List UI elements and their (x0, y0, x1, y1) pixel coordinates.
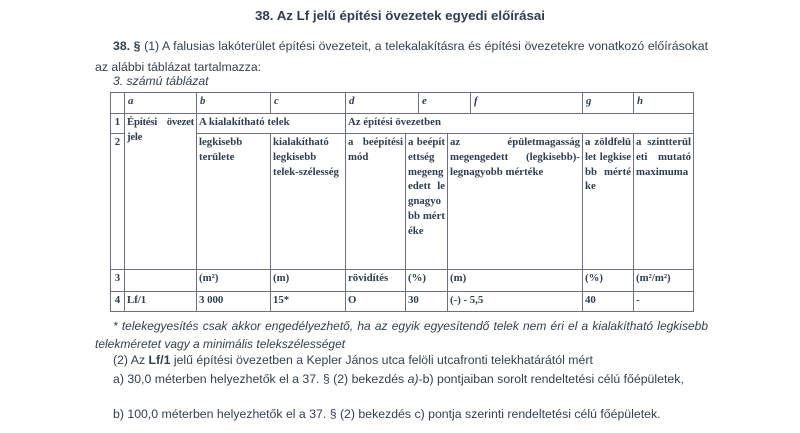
table-cell-green-area-header: a zöldfelület legkisebb mértéke (582, 133, 634, 270)
paragraph-2-suffix: jelű építési övezetben a Kepler János ut… (170, 353, 593, 367)
table-row-4-values: 4 Lf/1 3 000 15* O 30 (-) - 5,5 40 - (110, 291, 694, 312)
paragraph-2-prefix: (2) Az (113, 353, 149, 367)
table-row-2: 2 legkisebb területe kialakítható legkis… (110, 133, 694, 270)
paragraph-point-a: a) 30,0 méterben helyezhetők el a 37. § … (95, 370, 708, 389)
table-cell-letter-g: g (582, 92, 634, 114)
page-title: 38. Az Lf jelű építési övezetek egyedi e… (255, 8, 545, 23)
table-cell-letter-b: b (196, 92, 271, 114)
table-cell-min-area-value: 3 000 (196, 291, 271, 312)
table-cell-floor-area-ratio-header: a szintterületi mutató maximuma (633, 133, 694, 270)
table-cell-building-mode-value: O (345, 291, 406, 312)
table-cell-letter-e: e (418, 92, 471, 114)
table-cell-unit-m2-per-m2: (m²/m²) (633, 269, 694, 292)
table-caption: 3. számú táblázat (113, 74, 209, 88)
table-cell (110, 92, 125, 114)
point-a-italic-ref: a) (407, 372, 419, 386)
table-cell-zone-group-header: Az építési övezetben (345, 113, 694, 134)
row-number: 3 (110, 269, 125, 292)
table-cell-plot-group-header: A kialakítható telek (196, 113, 346, 134)
table-cell-green-area-value: 40 (582, 291, 634, 312)
table-cell-letter-a: a (124, 92, 197, 114)
table-cell-unit-m2: (m²) (196, 269, 271, 292)
table-cell-empty (124, 269, 197, 292)
table-cell-unit-percent-2: (%) (582, 269, 634, 292)
table-cell-letter-f: f (470, 92, 583, 114)
table-row-3-units: 3 (m²) (m) rövidítés (%) (m) (%) (m²/m²) (110, 269, 694, 292)
table-cell-min-area-header: legkisebb területe (196, 133, 271, 270)
table-footnote: * telekegyesítés csak akkor engedélyezhe… (95, 319, 708, 351)
table-cell-unit-m: (m) (270, 269, 346, 292)
paragraph-2: (2) Az Lf/1 jelű építési övezetben a Kep… (95, 352, 708, 368)
paragraph-point-b: b) 100,0 méterben helyezhetők el a 37. §… (113, 407, 661, 421)
table-cell-building-height-value: (-) - 5,5 (447, 291, 583, 312)
point-a-text-2: -b) pontjaiban sorolt rendeltetési célú … (418, 372, 684, 386)
table-cell-unit-m-2: (m) (447, 269, 583, 292)
table-cell-building-height-header: az épületmagasság megengedett (legkisebb… (447, 133, 583, 270)
row-number: 2 (110, 133, 125, 270)
point-a-text-1: a) 30,0 méterben helyezhetők el a 37. § … (113, 372, 408, 386)
table-cell-letter-h: h (633, 92, 694, 114)
table-cell-max-coverage-value: 30 (405, 291, 448, 312)
paragraph-intro-text: (1) A falusias lakóterület építési öveze… (95, 39, 708, 74)
table-row-1: 1 Építési övezet jele A kialakítható tel… (110, 113, 694, 270)
table-cell-max-coverage-header: a beépítettség megengedett legnagyobb mé… (405, 133, 448, 270)
table-cell-unit-percent: (%) (405, 269, 448, 292)
zoning-regulations-table: a b c d e f g h 1 Építési övezet jele A … (110, 92, 694, 312)
table-cell-floor-area-ratio-value: - (633, 291, 694, 312)
table-cell-zone-label-header: Építési övezet jele (124, 113, 197, 270)
table-cell-abbreviation-label: rövidítés (345, 269, 406, 292)
table-cell-building-mode-header: a beépítési mód (345, 133, 406, 270)
table-cell-zone-code: Lf/1 (124, 291, 197, 312)
row-number: 4 (110, 291, 125, 312)
table-row-column-letters: a b c d e f g h (110, 92, 694, 114)
table-cell-letter-c: c (270, 92, 346, 114)
table-cell-min-width-value: 15* (270, 291, 346, 312)
zone-code-bold: Lf/1 (148, 353, 171, 367)
paragraph-intro: 38. § (1) A falusias lakóterület építési… (95, 36, 708, 78)
table-cell-min-width-header: kialakítható legkisebb telek-szélesség (270, 133, 346, 270)
row-number: 1 (110, 113, 125, 134)
table-cell-letter-d: d (345, 92, 419, 114)
section-number: 38. § (113, 39, 141, 53)
